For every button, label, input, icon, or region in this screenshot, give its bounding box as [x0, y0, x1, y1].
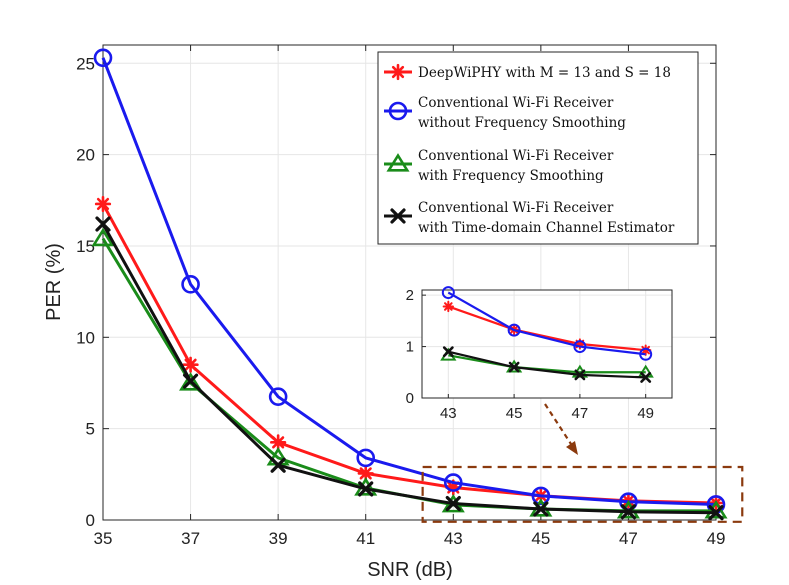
y-tick-label: 20 — [76, 146, 95, 165]
inset-x-tick-label: 43 — [440, 405, 457, 422]
inset-frame — [421, 289, 673, 399]
x-tick-label: 47 — [619, 529, 638, 548]
data-point — [445, 479, 462, 496]
data-point — [445, 495, 461, 512]
legend-entry-4: Conventional Wi-Fi Receiver with Time-dom… — [384, 200, 675, 236]
y-tick-label: 15 — [76, 237, 95, 256]
data-point — [616, 500, 640, 519]
legend-label: Conventional Wi-Fi Receiver — [418, 148, 614, 164]
data-point — [94, 195, 112, 213]
arrow-shaft — [544, 403, 572, 445]
series-line — [101, 223, 717, 515]
data-point — [708, 505, 724, 521]
legend-label: Conventional Wi-Fi Receiver — [418, 200, 614, 216]
data-point — [181, 275, 200, 294]
inset-x-tick-label: 49 — [637, 405, 654, 422]
x-tick-label: 37 — [181, 529, 200, 548]
legend-box — [377, 51, 699, 245]
x-axis-label: SNR (dB) — [367, 559, 453, 581]
legend: DeepWiPHY with M = 13 and S = 18 Conventi… — [377, 51, 699, 245]
legend-label: DeepWiPHY with M = 13 and S = 18 — [418, 65, 671, 81]
x-tick-label: 41 — [356, 529, 375, 548]
inset-series-line — [447, 305, 646, 352]
x-tick-label: 39 — [269, 529, 288, 548]
legend-label: Conventional Wi-Fi Receiver — [418, 95, 614, 111]
inset-data-point — [574, 369, 586, 381]
legend-marker — [386, 153, 410, 172]
inset-data-point — [442, 346, 454, 358]
inset-data-point — [574, 338, 586, 350]
inset-series-line — [448, 354, 646, 374]
data-point — [268, 387, 288, 406]
inset-x-tick-label: 45 — [506, 405, 523, 422]
legend-label: without Frequency Smoothing — [418, 115, 626, 131]
plot-frame — [102, 44, 717, 521]
inset-x-tick-label: 47 — [572, 405, 589, 422]
data-point — [95, 216, 111, 232]
data-point — [620, 504, 637, 520]
legend-marker — [389, 63, 407, 81]
data-point — [182, 356, 199, 373]
data-point — [91, 227, 115, 247]
zoom-region-box — [421, 465, 744, 523]
x-tick-label: 45 — [531, 529, 550, 548]
data-point — [270, 434, 287, 451]
data-point — [356, 448, 376, 468]
inset-y-tick-label: 2 — [406, 287, 414, 304]
inset-plot: 43 45 47 49 0 1 2 — [406, 286, 673, 422]
inset-y-tick-label: 1 — [406, 339, 414, 356]
legend-entry-2: Conventional Wi-Fi Receiver without Frequ… — [384, 95, 626, 131]
legend-marker — [390, 208, 406, 224]
y-tick-label: 5 — [86, 420, 95, 439]
data-point — [358, 481, 374, 497]
legend-label: with Time-domain Channel Estimator — [418, 220, 675, 236]
arrow-head — [566, 441, 578, 455]
inset-series-line — [448, 350, 646, 379]
inset-data-point — [573, 340, 587, 354]
legend-entry-1: DeepWiPHY with M = 13 and S = 18 — [384, 63, 671, 81]
y-tick-label: 0 — [86, 511, 95, 530]
series-line — [101, 57, 717, 506]
legend-entry-3: Conventional Wi-Fi Receiver with Frequenc… — [384, 148, 614, 184]
zoom-rectangle — [421, 465, 744, 523]
y-axis-label: PER (%) — [43, 243, 65, 321]
zoom-arrow — [544, 403, 578, 455]
inset-data-point — [639, 347, 653, 361]
inset-data-point — [442, 300, 454, 313]
data-point — [270, 457, 286, 473]
x-tick-label: 43 — [444, 529, 463, 548]
data-point — [533, 501, 549, 517]
inset-data-point — [507, 323, 521, 337]
inset-y-tick-label: 0 — [406, 390, 414, 407]
legend-label: with Frequency Smoothing — [418, 168, 604, 184]
y-tick-label: 25 — [76, 54, 95, 73]
inset-series-line — [447, 291, 646, 356]
data-point — [531, 486, 551, 506]
inset-data-point — [640, 372, 652, 383]
x-tick-label: 49 — [707, 529, 726, 548]
legend-marker — [388, 101, 408, 121]
data-point — [179, 372, 203, 391]
x-tick-label: 35 — [94, 529, 113, 548]
data-point — [182, 373, 199, 389]
inset-series-2 — [441, 286, 653, 361]
data-point — [93, 48, 113, 68]
data-point — [357, 465, 374, 482]
data-point — [443, 473, 463, 492]
inset-data-point — [441, 286, 455, 300]
inset-series-4 — [442, 346, 652, 383]
series-4 — [95, 216, 724, 521]
y-tick-label: 10 — [76, 328, 95, 347]
inset-data-point — [640, 344, 652, 356]
inset-background — [422, 290, 672, 398]
inset-data-point — [508, 361, 520, 373]
